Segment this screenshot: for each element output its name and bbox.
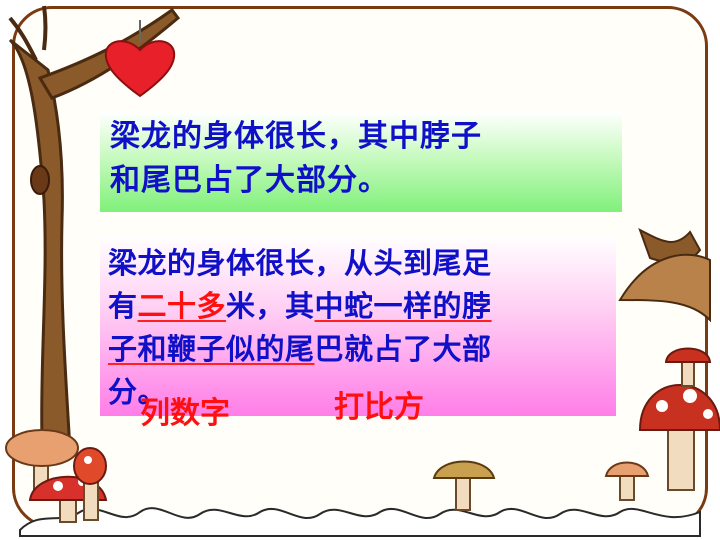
summary-box: 梁龙的身体很长，其中脖子 和尾巴占了大部分。 — [100, 112, 622, 212]
original-line-2-mid: 米，其 — [226, 289, 315, 323]
tree-trunk-icon — [8, 38, 72, 453]
original-line-2: 有二十多米，其中蛇一样的脖 — [108, 285, 608, 328]
annotation-list-numbers: 列数字 — [140, 396, 230, 431]
original-line-4: 分。 — [108, 375, 168, 409]
summary-line-2: 和尾巴占了大部分。 — [110, 163, 389, 198]
original-line-3-end: 巴就占了大部 — [314, 332, 492, 366]
big-red-mushroom-icon — [638, 384, 720, 431]
comparison-highlight-1: 中蛇一样的脖 — [314, 289, 492, 323]
original-text-box: 梁龙的身体很长，从头到尾足 有二十多米，其中蛇一样的脖 子和鞭子似的尾巴就占了大… — [100, 236, 616, 416]
annotation-comparison: 打比方 — [334, 390, 424, 425]
mushroom-icon — [5, 429, 79, 467]
heart-icon — [104, 40, 176, 98]
original-line-1: 梁龙的身体很长，从头到尾足 — [108, 246, 492, 280]
comparison-highlight-2: 子和鞭子似的尾 — [108, 332, 315, 366]
number-highlight: 二十多 — [137, 289, 227, 323]
original-line-2-start: 有 — [108, 289, 138, 323]
summary-line-1: 梁龙的身体很长，其中脖子 — [110, 119, 482, 154]
original-line-3: 子和鞭子似的尾巴就占了大部 — [108, 328, 608, 371]
grass-icon — [19, 507, 701, 537]
